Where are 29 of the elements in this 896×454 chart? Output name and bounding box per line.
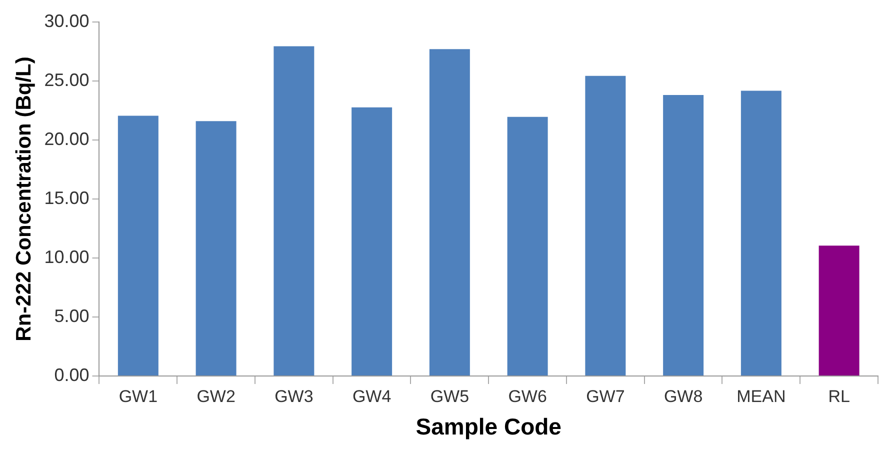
x-tick-label: MEAN [736, 386, 786, 406]
x-tick-label: GW6 [508, 386, 547, 406]
y-tick-label: 10.00 [44, 246, 90, 267]
y-tick-label: 20.00 [44, 128, 90, 149]
bar [818, 246, 860, 376]
bar [507, 116, 548, 376]
y-tick-label: 15.00 [44, 188, 90, 208]
y-tick-label: 5.00 [54, 306, 90, 326]
bar [118, 116, 158, 376]
bar [196, 121, 236, 376]
x-tick-label: RL [828, 386, 850, 406]
bar [585, 76, 626, 376]
bar [274, 46, 314, 376]
x-tick-label: GW5 [430, 386, 470, 406]
y-tick-label: 30.00 [44, 10, 90, 31]
y-tick-label: 25.00 [44, 70, 90, 90]
y-tick-label: 0.00 [54, 364, 90, 385]
x-tick-label: GW1 [118, 386, 158, 406]
x-axis-title: Sample Code [416, 414, 562, 440]
x-tick-label: GW2 [196, 386, 236, 406]
bar [352, 107, 392, 376]
bar [429, 49, 470, 376]
x-tick-label: GW8 [664, 386, 703, 406]
x-tick-label: GW3 [274, 386, 314, 406]
bar [740, 90, 782, 376]
y-axis-title: Rn-222 Concentration (Bq/L) [12, 56, 36, 342]
bar [663, 95, 704, 376]
x-tick-label: GW7 [586, 386, 625, 406]
x-tick-label: GW4 [352, 386, 392, 406]
